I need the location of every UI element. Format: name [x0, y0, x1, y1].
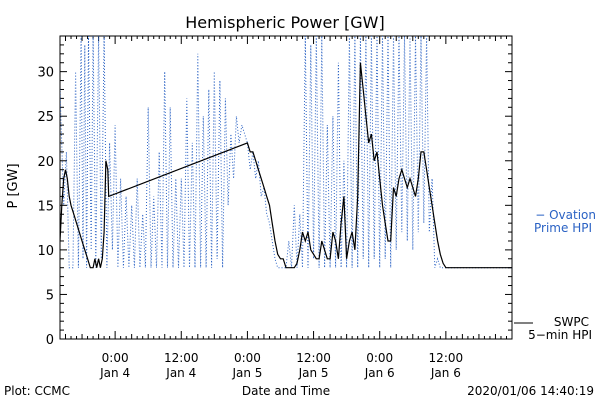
x-tick-date-label: Jan 4 [99, 366, 130, 380]
y-tick-label: 25 [37, 110, 54, 125]
y-tick-label: 5 [46, 288, 54, 303]
chart-title: Hemispheric Power [GW] [185, 13, 384, 32]
x-tick-time-label: 0:00 [102, 351, 129, 365]
y-axis-label: P [GW] [6, 163, 21, 208]
legend-swpc-line1: SWPC [554, 315, 589, 329]
y-tick-label: 10 [37, 244, 54, 259]
y-tick-label: 30 [37, 66, 54, 81]
legend-ovation-line1: − Ovation [535, 208, 596, 222]
legend-ovation: − Ovation Prime HPI [534, 208, 596, 235]
legend-swpc-line2: 5−min HPI [528, 328, 592, 342]
plot-frame [59, 35, 513, 340]
series-layer [60, 36, 512, 269]
x-tick-date-label: Jan 5 [298, 366, 329, 380]
x-tick-date-label: Jan 6 [430, 366, 461, 380]
x-axis-label: Date and Time [242, 384, 330, 398]
series-swpc-line [60, 62, 512, 269]
x-tick-time-label: 0:00 [234, 351, 261, 365]
x-tick-time-label: 0:00 [366, 351, 393, 365]
x-tick-date-label: Jan 6 [364, 366, 395, 380]
plot-credit: Plot: CCMC [4, 384, 70, 398]
x-tick-time-label: 12:00 [429, 351, 464, 365]
x-tick-date-label: Jan 5 [231, 366, 262, 380]
legend-swpc: SWPC 5−min HPI [514, 315, 592, 342]
series-ovation-line [60, 36, 512, 269]
y-tick-label: 20 [37, 155, 54, 170]
legend-ovation-line2: Prime HPI [534, 221, 592, 235]
x-tick-date-label: Jan 4 [165, 366, 196, 380]
y-tick-label: 15 [37, 199, 54, 214]
x-tick-time-label: 12:00 [296, 351, 331, 365]
x-tick-time-label: 12:00 [164, 351, 199, 365]
y-tick-label: 0 [46, 333, 54, 348]
plot-timestamp: 2020/01/06 14:40:19 [467, 384, 594, 398]
